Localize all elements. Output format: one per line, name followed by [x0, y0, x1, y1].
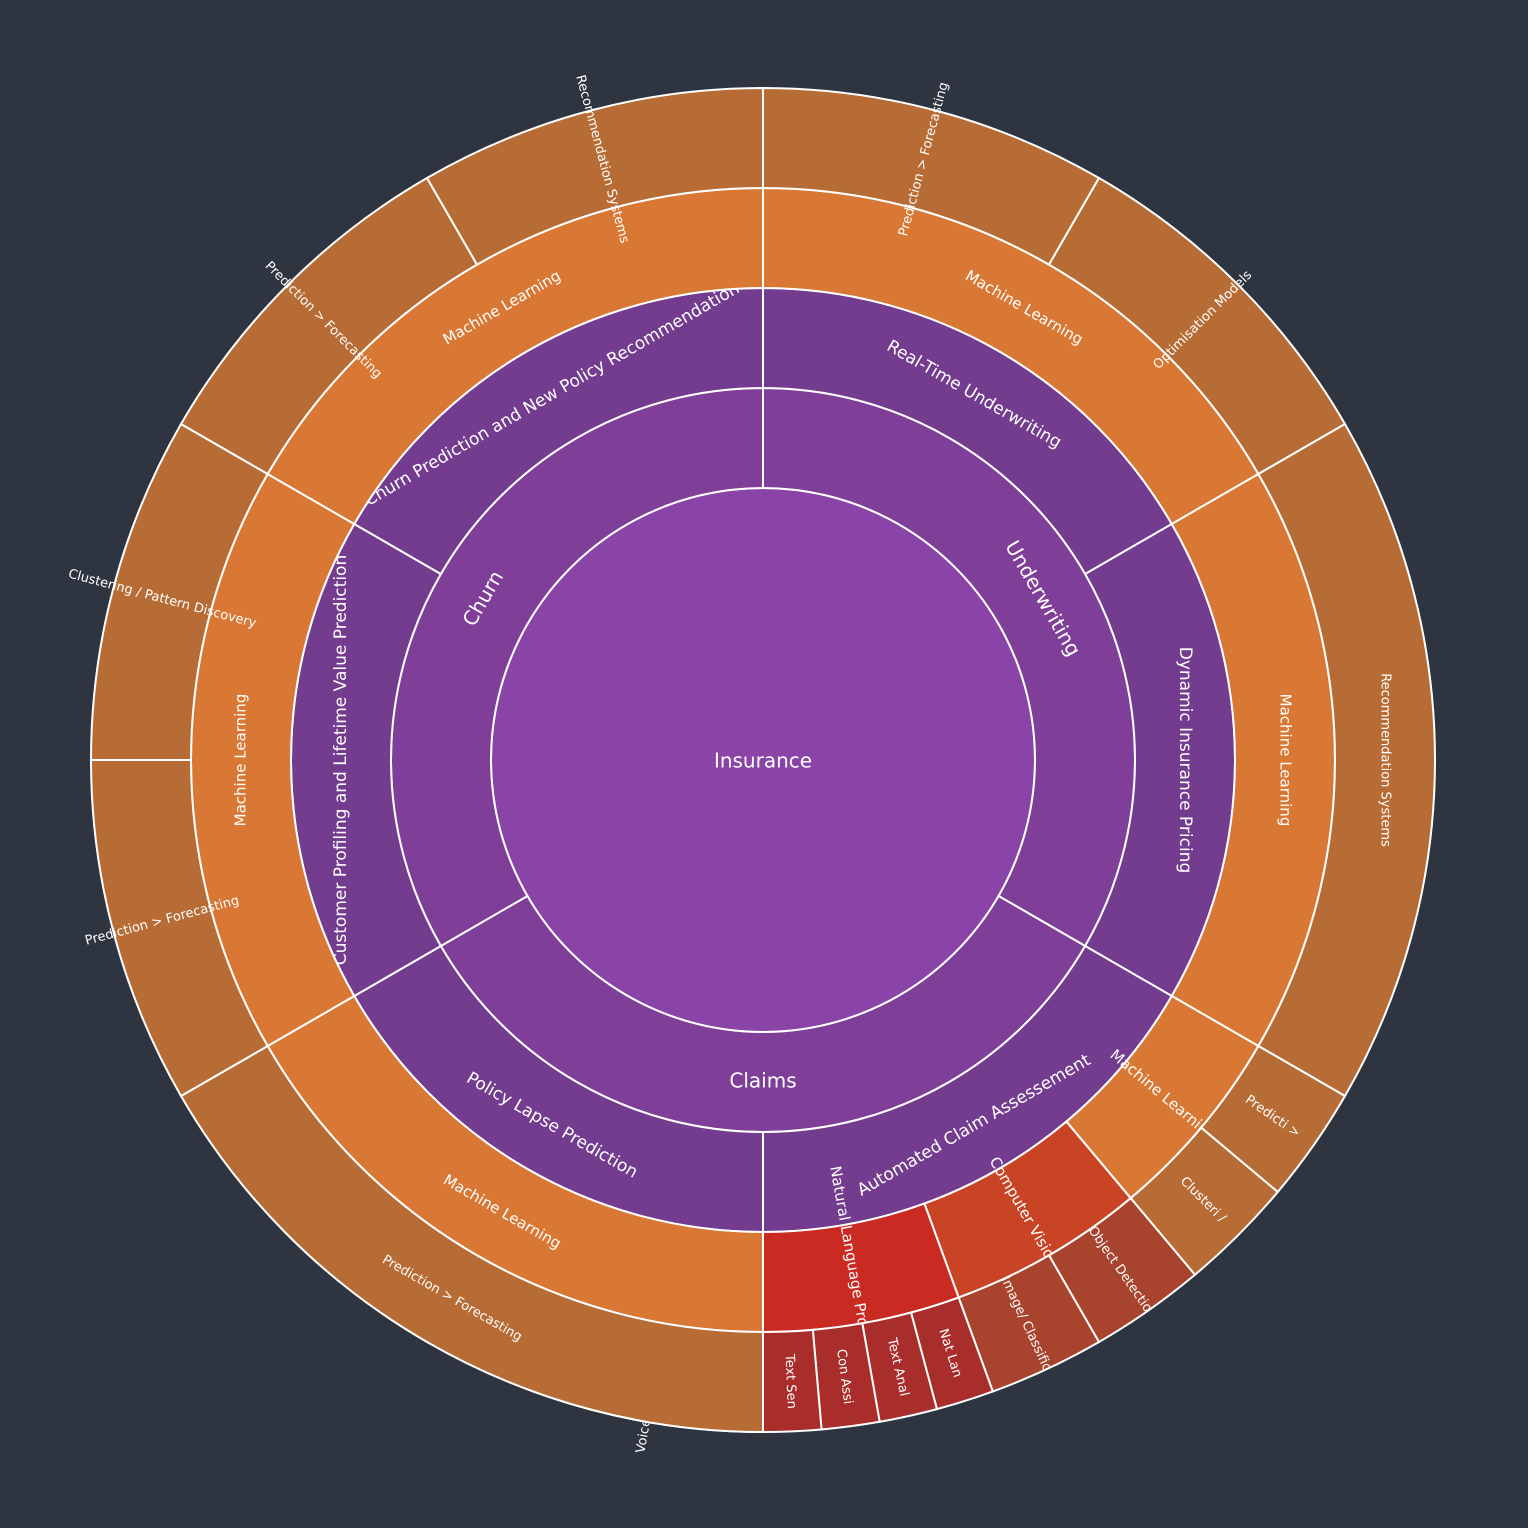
segment-label: Claims [729, 1069, 796, 1093]
segment-label: Dynamic Insurance Pricing [1175, 647, 1195, 874]
segment-label: Text Sen [781, 1353, 798, 1410]
segment-label: Machine Learning [232, 694, 250, 827]
root-label: Insurance [714, 749, 812, 773]
sunburst-segment-recommendation-systems[interactable] [425, 86, 764, 266]
segment-label: Con Assi [833, 1348, 855, 1405]
segment-label: Customer Profiling and Lifetime Value Pr… [331, 555, 351, 965]
segment-label: Machine Learning [1277, 694, 1295, 827]
segment-label: Recommendation Systems [1378, 673, 1393, 847]
